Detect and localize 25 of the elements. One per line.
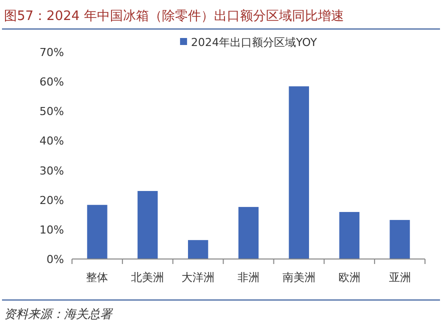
text: 资料来源：海关总署 — [4, 307, 114, 321]
x-tick-label: 大洋洲 — [182, 271, 215, 284]
y-tick-label: 40% — [40, 134, 64, 148]
y-tick-label: 50% — [40, 105, 64, 118]
bar — [238, 206, 259, 259]
bar — [188, 240, 208, 259]
chart-title: 图57：2024 年中国冰箱（除零件）出口额分区域同比增速 — [4, 9, 344, 24]
x-tick-label: 亚洲 — [388, 271, 411, 284]
y-tick-label: 10% — [40, 223, 64, 236]
y-tick-label: 70% — [40, 46, 64, 59]
x-tick-label: 整体 — [86, 271, 108, 284]
x-tick-label: 非洲 — [238, 271, 260, 284]
y-tick-label: 20% — [40, 194, 64, 207]
x-tick-label: 欧洲 — [338, 271, 360, 284]
y-tick-label: 30% — [40, 164, 64, 178]
y-tick-label: 0% — [46, 253, 64, 266]
bar — [390, 220, 410, 259]
bar — [138, 190, 158, 259]
x-tick-label: 北美洲 — [131, 271, 164, 284]
y-tick-label: 60% — [40, 76, 64, 89]
bar — [288, 86, 310, 259]
bar — [339, 212, 360, 259]
legend-label: 2024年出口额分区域YOY — [191, 36, 318, 49]
bar — [87, 204, 108, 259]
x-tick-label: 南美洲 — [282, 271, 316, 284]
